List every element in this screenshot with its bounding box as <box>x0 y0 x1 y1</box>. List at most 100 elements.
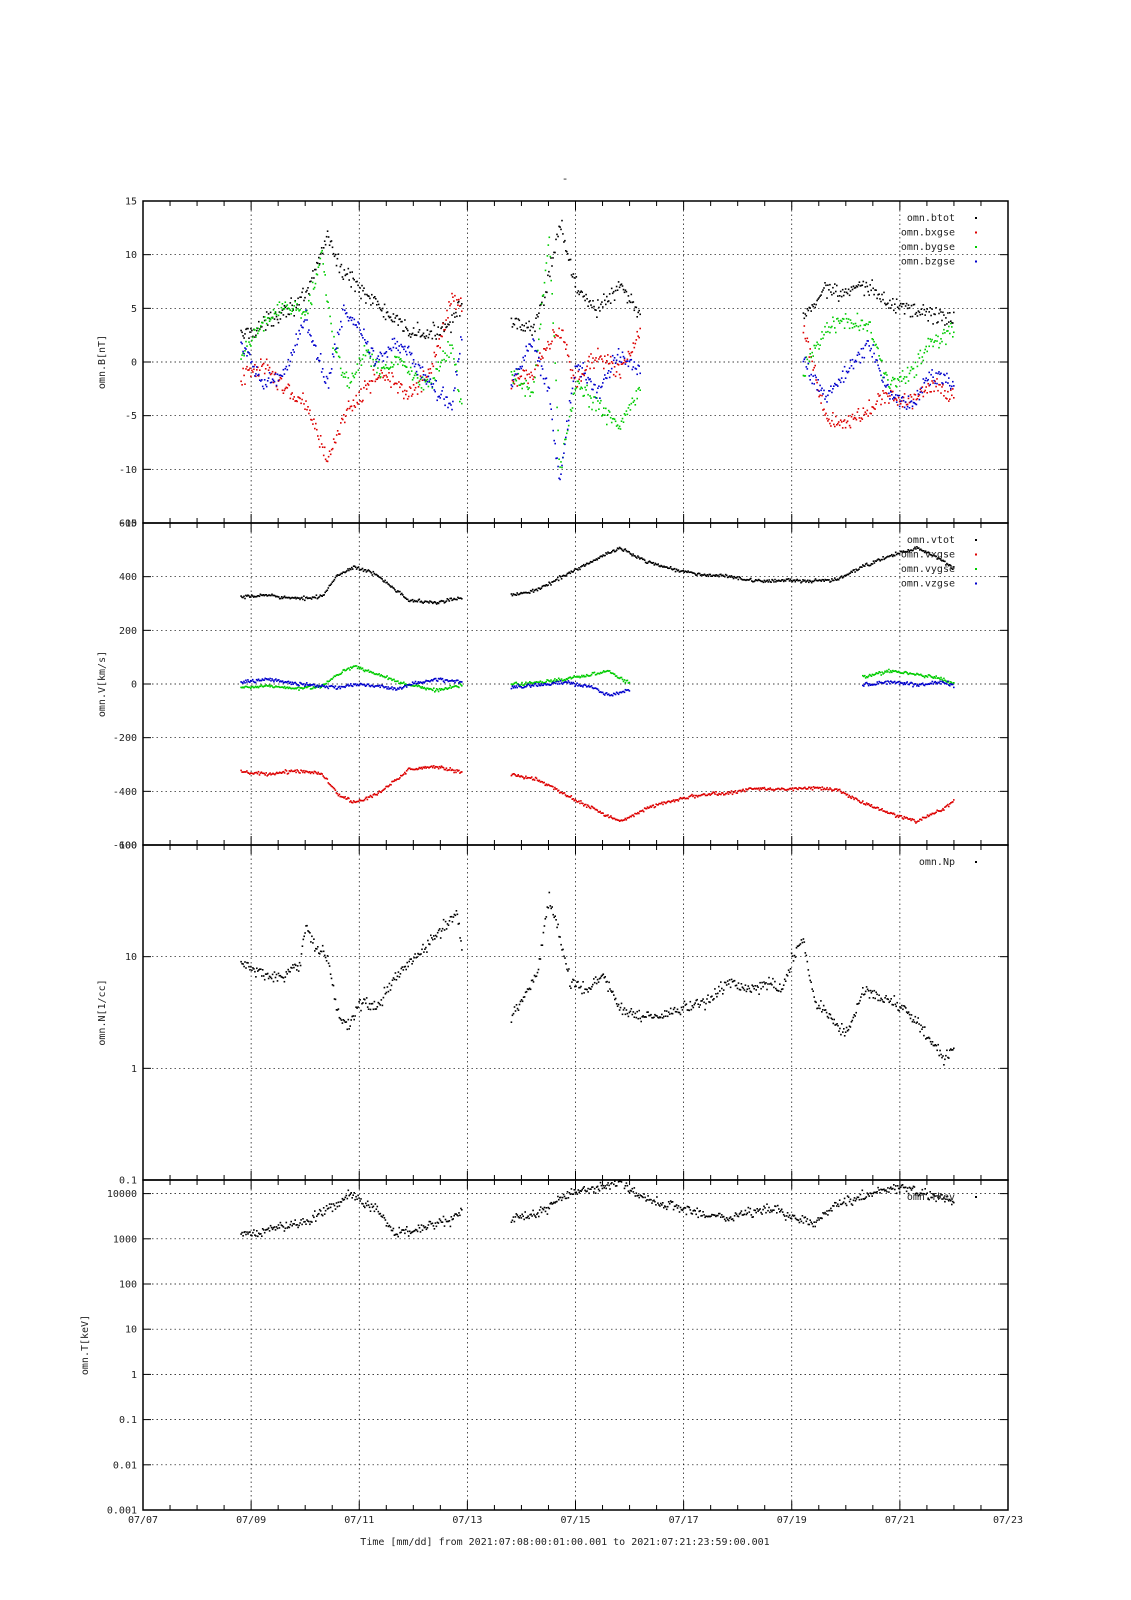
data-point <box>599 356 601 358</box>
data-point <box>515 775 518 777</box>
data-point <box>342 571 344 573</box>
data-point <box>917 353 920 355</box>
data-point <box>909 817 911 820</box>
data-point <box>273 373 276 376</box>
data-point <box>578 382 580 385</box>
data-point <box>950 387 952 390</box>
data-point <box>921 391 924 394</box>
data-point <box>324 243 327 246</box>
data-point <box>310 688 313 690</box>
data-point <box>601 691 604 694</box>
data-point <box>937 389 939 392</box>
data-point <box>328 783 331 785</box>
data-point <box>603 976 606 979</box>
data-point <box>527 682 529 685</box>
data-point <box>361 334 363 337</box>
data-point <box>570 392 573 395</box>
data-point <box>363 328 365 331</box>
data-point <box>732 577 735 580</box>
data-point <box>737 790 740 792</box>
data-point <box>316 261 318 264</box>
data-point <box>541 944 544 946</box>
data-point <box>451 921 454 923</box>
data-point <box>261 325 263 328</box>
data-point <box>869 684 872 686</box>
data-point <box>644 807 647 810</box>
data-point <box>873 806 876 809</box>
legend-label: omn.vygse <box>901 564 955 575</box>
data-point <box>889 387 891 389</box>
data-point <box>734 790 737 792</box>
data-point <box>571 682 573 685</box>
data-point <box>608 411 611 413</box>
data-point <box>257 366 259 369</box>
data-point <box>873 352 875 355</box>
data-point <box>573 569 575 572</box>
data-point <box>563 241 565 243</box>
data-point <box>320 772 322 775</box>
data-point <box>950 320 952 322</box>
data-point <box>344 1021 347 1023</box>
data-point <box>325 777 328 780</box>
data-point <box>933 341 935 343</box>
data-point <box>605 692 608 694</box>
data-point <box>865 281 868 284</box>
data-point <box>245 348 247 350</box>
data-point <box>455 598 457 601</box>
data-point <box>412 960 414 963</box>
data-point <box>550 679 552 681</box>
data-point <box>410 599 413 602</box>
data-point <box>717 574 719 577</box>
data-point <box>556 457 558 459</box>
data-point <box>459 682 461 685</box>
data-point <box>821 786 824 788</box>
data-point <box>593 687 596 689</box>
data-point <box>803 325 806 327</box>
data-point <box>322 454 325 457</box>
data-point <box>941 382 943 384</box>
data-point <box>369 355 372 358</box>
data-point <box>622 690 625 693</box>
data-point <box>841 288 844 291</box>
data-point <box>884 373 886 375</box>
data-point <box>240 681 242 683</box>
data-point <box>598 691 601 693</box>
data-point <box>354 801 357 804</box>
data-point <box>450 331 452 334</box>
data-point <box>645 562 648 564</box>
data-point <box>831 578 833 580</box>
data-point <box>611 354 614 357</box>
data-point <box>401 320 403 323</box>
data-point <box>406 328 408 330</box>
data-point <box>629 354 632 357</box>
data-point <box>458 597 460 599</box>
data-point <box>631 368 634 371</box>
data-point <box>907 304 910 306</box>
data-point <box>353 565 356 567</box>
data-point <box>270 773 272 776</box>
data-point <box>903 313 906 315</box>
data-point <box>530 590 533 592</box>
data-point <box>613 550 616 553</box>
data-point <box>374 793 377 796</box>
data-point <box>680 797 683 800</box>
data-point <box>902 818 905 820</box>
data-point <box>249 331 251 333</box>
data-point <box>604 374 606 376</box>
data-point <box>334 348 337 350</box>
data-point <box>402 687 404 689</box>
data-point <box>358 323 360 325</box>
data-point <box>863 803 865 805</box>
data-point <box>454 294 456 297</box>
data-point <box>675 568 678 571</box>
data-point <box>770 788 772 791</box>
data-point <box>612 373 615 376</box>
data-point <box>554 362 556 364</box>
data-point <box>618 820 621 822</box>
data-point <box>286 686 289 688</box>
data-point <box>419 367 422 369</box>
data-point <box>859 420 862 422</box>
data-point <box>890 670 892 672</box>
data-point <box>323 776 325 779</box>
data-point <box>909 549 911 552</box>
